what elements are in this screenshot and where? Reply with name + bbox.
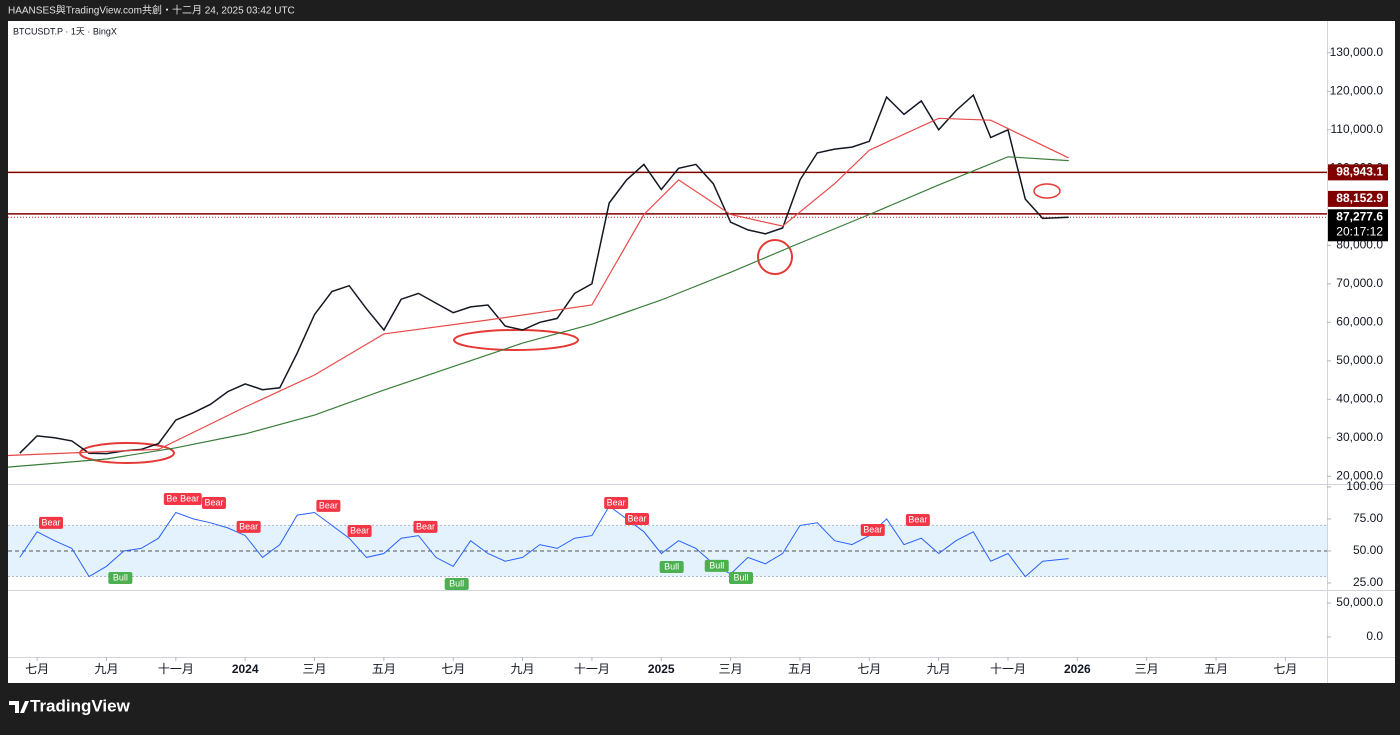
last-price-label: 87,277.6 xyxy=(1336,209,1383,223)
x-tick-label: 七月 xyxy=(857,662,881,676)
level-tag xyxy=(1328,190,1388,207)
y-tick-label: 130,000.0 xyxy=(1330,45,1384,59)
symbol: BTCUSDT.P · 1天 · BingX xyxy=(13,26,117,36)
series-line xyxy=(19,93,1069,455)
signal-tag xyxy=(659,560,684,573)
signal-tag xyxy=(108,571,133,584)
y-tick-label: 50,000.0 xyxy=(1336,353,1383,367)
logo[interactable]: TradingView xyxy=(30,696,131,715)
signal-tag xyxy=(729,571,754,584)
signal-tag xyxy=(236,520,261,533)
signal-label: Bull xyxy=(664,561,679,571)
signal-tag xyxy=(38,516,63,529)
x-tick-label: 九月 xyxy=(927,662,951,676)
x-tick-label: 三月 xyxy=(303,662,327,676)
signal-tag xyxy=(905,513,930,526)
signal-label: Bear xyxy=(607,497,626,507)
y-tick-label: 70,000.0 xyxy=(1336,276,1383,290)
signal-label: Bear xyxy=(416,521,435,531)
signal-tag xyxy=(704,559,729,572)
signal-label: Bull xyxy=(113,572,128,582)
x-tick-label: 2024 xyxy=(232,662,259,676)
signal-label: Bear xyxy=(204,497,223,507)
x-tick-label: 三月 xyxy=(1135,662,1159,676)
level-tag-label: 98,943.1 xyxy=(1336,165,1383,179)
level-tag-label: 88,152.9 xyxy=(1336,191,1383,205)
y-tick-label: 50.00 xyxy=(1353,543,1383,557)
series-line xyxy=(7,117,1069,457)
signal-label: Bear xyxy=(180,493,199,503)
x-tick-label: 2026 xyxy=(1064,662,1091,676)
chart-panel xyxy=(8,21,1395,683)
highlight xyxy=(757,239,793,275)
x-tick-label: 七月 xyxy=(441,662,465,676)
x-tick-label: 五月 xyxy=(372,662,396,676)
rsi-line xyxy=(19,505,1069,578)
signal-label: Bull xyxy=(709,560,724,570)
signal-label: Bear xyxy=(166,493,185,503)
highlight xyxy=(1033,183,1061,199)
y-tick-label: 30,000.0 xyxy=(1336,430,1383,444)
signal-label: Bear xyxy=(908,514,927,524)
signal-label: Bear xyxy=(239,521,258,531)
x-tick-label: 五月 xyxy=(1204,662,1228,676)
y-tick-label: 75.00 xyxy=(1353,511,1383,525)
x-tick-label: 七月 xyxy=(25,662,49,676)
signal-label: Bear xyxy=(41,517,60,527)
signal-tag xyxy=(316,499,341,512)
y-tick-label: 110,000.0 xyxy=(1331,122,1384,136)
signal-tag xyxy=(347,524,372,537)
signal-tag xyxy=(413,520,438,533)
highlight xyxy=(453,329,579,351)
signal-tag xyxy=(604,496,629,509)
signal-label: Bull xyxy=(449,578,464,588)
x-tick-label: 三月 xyxy=(719,662,743,676)
x-tick-label: 七月 xyxy=(1273,662,1297,676)
logo-icon xyxy=(9,701,29,713)
y-tick-label: 25.00 xyxy=(1353,575,1383,589)
signal-tag xyxy=(201,496,226,509)
signal-label: Bear xyxy=(863,524,882,534)
y-tick-label: 50,000.0 xyxy=(1336,595,1383,609)
y-tick-label: 120,000.0 xyxy=(1330,83,1384,97)
signal-tag xyxy=(177,492,202,505)
y-tick-label: 40,000.0 xyxy=(1336,391,1383,405)
x-tick-label: 九月 xyxy=(94,662,118,676)
y-tick-label: 60,000.0 xyxy=(1336,314,1383,328)
x-tick-label: 五月 xyxy=(788,662,812,676)
last-price-tag xyxy=(1328,209,1388,242)
signal-label: Bear xyxy=(627,513,646,523)
header: HAANSES與TradingView.com共創・十二月 24, 2025 0… xyxy=(8,4,295,17)
y-tick-label: 100.00 xyxy=(1346,479,1383,493)
series-line xyxy=(7,156,1069,468)
level-tag xyxy=(1328,164,1388,181)
x-tick-label: 十一月 xyxy=(990,662,1026,676)
x-tick-label: 十一月 xyxy=(574,662,610,676)
signal-tag xyxy=(444,577,469,590)
signal-label: Bear xyxy=(319,500,338,510)
signal-tag xyxy=(624,512,649,525)
y-tick-label: 0.0 xyxy=(1366,629,1383,643)
y-tick-label: 20,000.0 xyxy=(1336,468,1383,482)
x-tick-label: 十一月 xyxy=(158,662,194,676)
x-tick-label: 2025 xyxy=(648,662,675,676)
x-tick-label: 九月 xyxy=(511,662,535,676)
signal-tag xyxy=(860,523,885,536)
signal-label: Bull xyxy=(734,572,749,582)
countdown: 20:17:12 xyxy=(1336,224,1383,238)
signal-label: Bear xyxy=(350,525,369,535)
